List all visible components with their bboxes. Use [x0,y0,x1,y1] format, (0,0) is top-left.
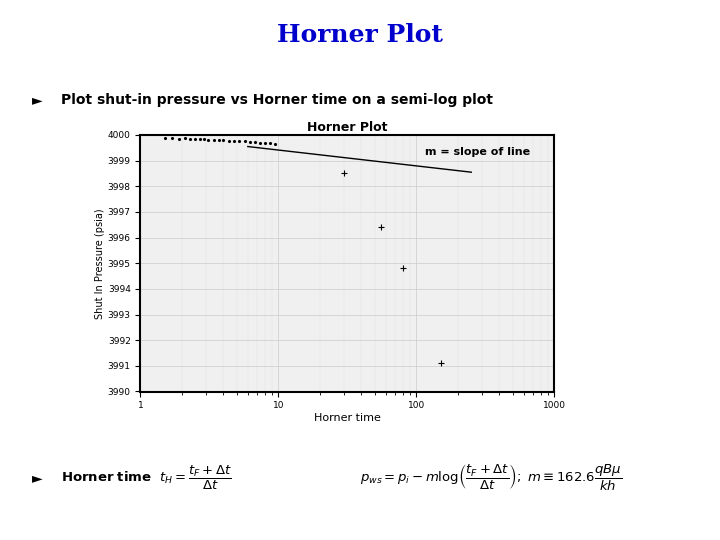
Text: m = slope of line: m = slope of line [425,147,530,157]
Text: Horner Plot: Horner Plot [277,23,443,47]
Text: Plot shut-in pressure vs Horner time on a semi-log plot: Plot shut-in pressure vs Horner time on … [61,93,493,107]
Y-axis label: Shut In Pressure (psia): Shut In Pressure (psia) [95,208,105,319]
X-axis label: Horner time: Horner time [314,413,381,423]
Title: Horner Plot: Horner Plot [307,121,387,134]
Text: $\mathbf{Horner\ time}\ \ t_H = \dfrac{t_F+\Delta t}{\Delta t}$: $\mathbf{Horner\ time}\ \ t_H = \dfrac{t… [61,464,232,492]
Text: $p_{ws} = p_i - m\log\!\left(\dfrac{t_F + \Delta t}{\Delta t}\right)$$;\; m \equ: $p_{ws} = p_i - m\log\!\left(\dfrac{t_F … [360,463,622,493]
Text: ►: ► [32,471,43,485]
Text: ►: ► [32,93,43,107]
